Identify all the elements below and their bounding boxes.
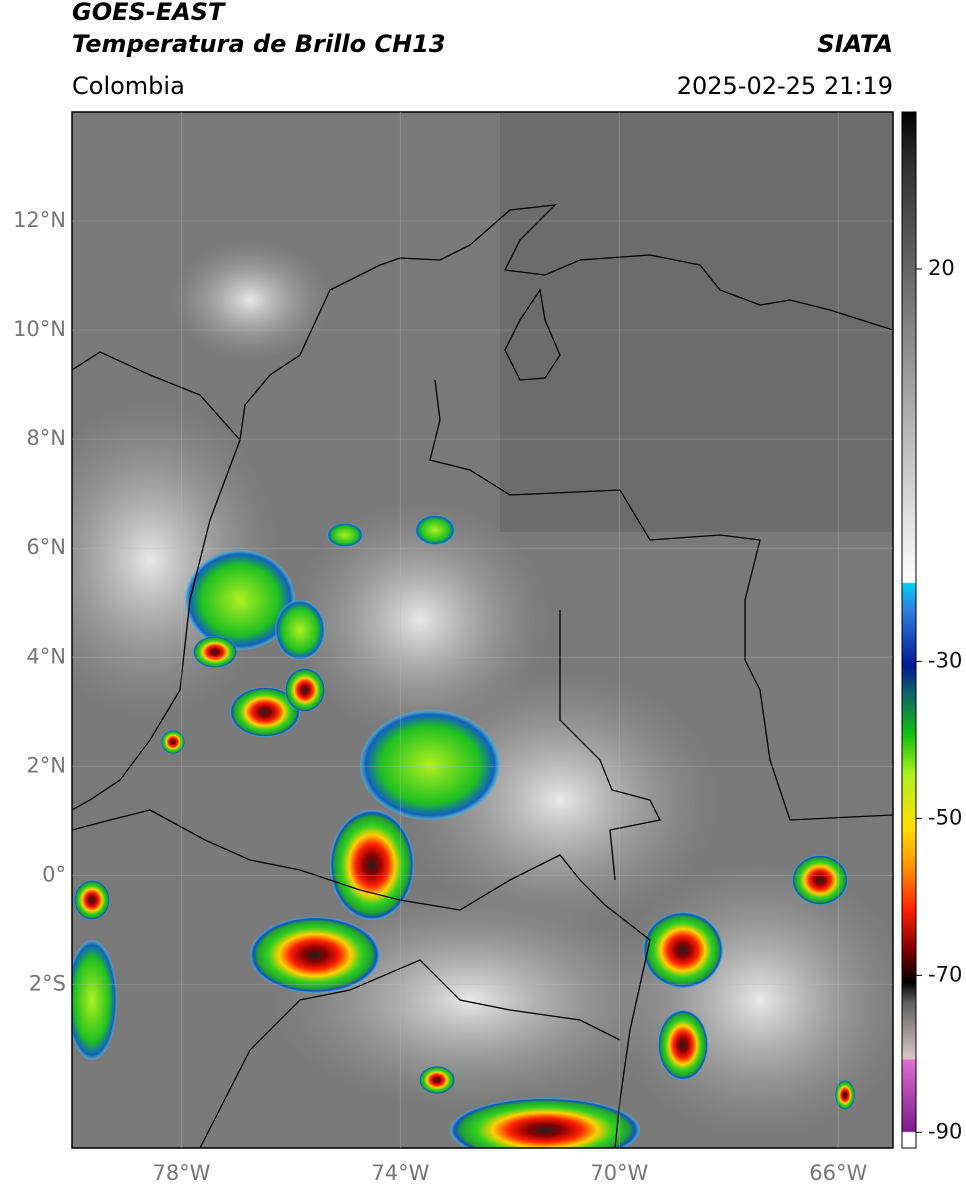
lat-tick-label: 8°N [26, 426, 66, 450]
lon-tick-label: 70°W [590, 1161, 648, 1185]
lat-tick-label: 10°N [13, 317, 66, 341]
source: SIATA [817, 30, 893, 58]
colorbar-tick-label: -50 [928, 805, 962, 829]
datetime: 2025-02-25 21:19 [677, 72, 893, 100]
colorbar-tick-label: -90 [928, 1119, 962, 1143]
lat-tick-label: 2°N [26, 753, 66, 777]
map-frame [71, 111, 894, 1149]
axes: 12°N 10°N 8°N 6°N 4°N 2°N 0° 2°S 78°W 74°W 70°W 66°… [13, 112, 962, 1185]
colorbar-tick-label: 20 [928, 256, 955, 280]
title: GOES-EAST [72, 0, 226, 26]
lat-tick-label: 6°N [26, 535, 66, 559]
lon-tick-label: 66°W [809, 1161, 867, 1185]
lon-tick-label: 78°W [152, 1161, 210, 1185]
lat-tick-label: 12°N [13, 208, 66, 232]
lon-tick-label: 74°W [371, 1161, 429, 1185]
region: Colombia [72, 72, 185, 100]
colorbar-tick-label: -70 [928, 962, 962, 986]
lat-tick-label: 0° [42, 862, 66, 886]
colorbar [901, 111, 917, 1149]
subtitle: Temperatura de Brillo CH13 [72, 30, 446, 58]
lat-tick-label: 2°S [29, 971, 66, 995]
lat-tick-label: 4°N [26, 644, 66, 668]
colorbar-tick-label: -30 [928, 648, 962, 672]
imagery [72, 112, 893, 1148]
